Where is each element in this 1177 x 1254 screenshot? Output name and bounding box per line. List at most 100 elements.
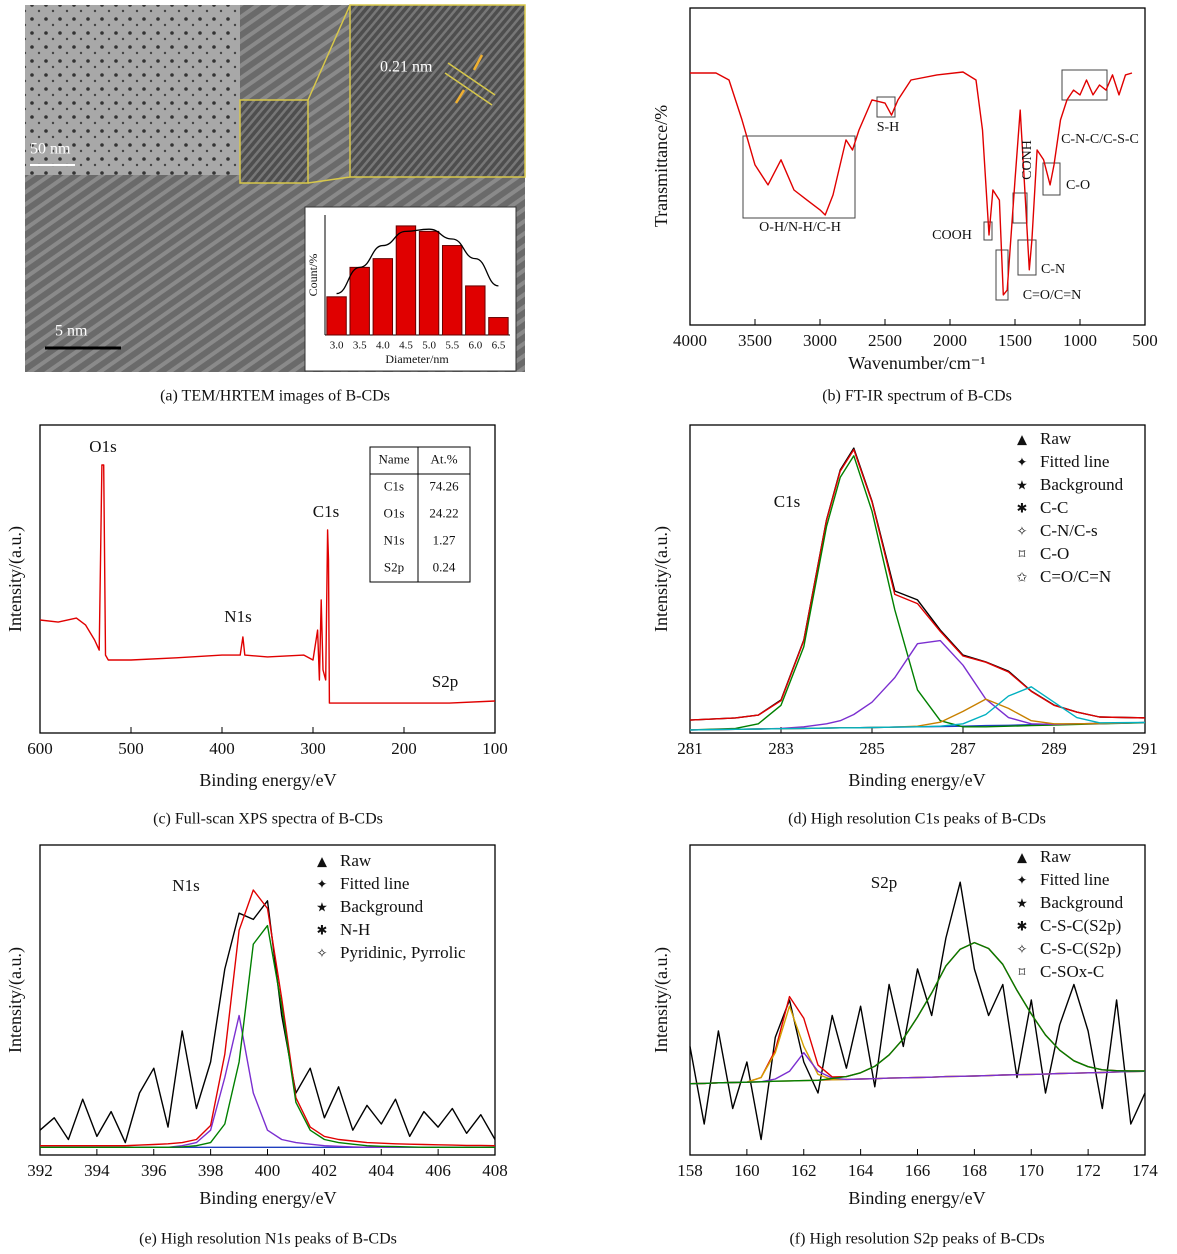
x-axis-label: Wavenumber/cm⁻¹ [848,353,985,373]
legend-label: Raw [1040,429,1072,448]
annotation: C=O/C=N [1023,288,1082,303]
bar [465,285,486,336]
series-line [690,71,1133,296]
x-axis-label: Binding energy/eV [848,770,985,790]
x-tick-label: 174 [1132,1161,1158,1180]
legend-symbol: ✱ [1017,920,1028,935]
x-axis-label: Binding energy/eV [848,1188,985,1208]
series-line [689,881,1146,1141]
arrow [454,89,466,104]
x-tick-label: 3000 [803,331,837,350]
table-frame [369,446,471,583]
x-tick-label: 4000 [673,331,707,350]
x-tick-label: 291 [1132,739,1158,758]
legend-label: C-S-C(S2p) [1040,939,1121,958]
legend-label: C-O [1040,544,1069,563]
legend-label: Fitted line [1040,452,1109,471]
x-tick-label: 200 [391,739,417,758]
x-tick-label: 160 [734,1161,760,1180]
x-tick-label: 281 [677,739,703,758]
series-line [40,889,496,1147]
x-tick-label: 398 [198,1161,224,1180]
y-axis-label: Intensity/(a.u.) [651,526,672,632]
legend-symbol: ✱ [317,924,328,939]
x-tick-label: 1500 [998,331,1032,350]
x-axis-label: Diameter/nm [385,352,449,366]
x-tick-label: 392 [27,1161,53,1180]
x-tick-label: 4.5 [399,340,413,352]
zoom-line [307,4,351,101]
legend-symbol: ★ [1016,479,1028,494]
bar [372,258,394,336]
table-header: Name [378,451,409,466]
x-tick-label: 158 [677,1161,703,1180]
plot-frame [39,424,496,734]
annotation: O-H/N-H/C-H [759,220,841,235]
annotation-box [1061,69,1108,101]
legend-symbol: ▲ [1017,433,1027,448]
annotation: N1s [224,607,251,626]
legend-symbol: ⌑ [1019,548,1026,563]
x-tick-label: 400 [255,1161,281,1180]
x-tick-label: 287 [950,739,976,758]
x-tick-label: 5.0 [422,340,436,352]
y-axis-label: Transmittance/% [651,105,671,227]
series-line [689,448,1146,721]
annotation-box [1017,239,1037,276]
annotation: S2p [871,873,897,892]
x-tick-label: 3.5 [353,340,367,352]
series-line [40,924,495,1148]
y-axis-label: Count/% [306,254,320,297]
legend-label: Fitted line [340,874,409,893]
x-tick-label: 402 [312,1161,338,1180]
series-line [689,941,1145,1085]
bar [418,230,440,336]
bar [488,317,509,336]
series-line [689,1052,1146,1085]
x-tick-label: 3500 [738,331,772,350]
annotation-box [1042,162,1061,196]
annotation-box [742,135,856,219]
annotation: N1s [172,876,199,895]
x-tick-label: 4.0 [376,340,390,352]
arrow [472,54,484,71]
series-line [689,686,1146,731]
series-line [39,900,496,1144]
x-tick-label: 168 [962,1161,988,1180]
x-tick-label: 394 [84,1161,110,1180]
legend-symbol: ✱ [1017,502,1028,517]
scale-label: 5 nm [55,323,88,340]
table-cell: 24.22 [429,505,458,520]
caption: (f) High resolution S2p peaks of B-CDs [789,1231,1044,1248]
legend-label: Raw [1040,847,1072,866]
legend-symbol: ✦ [1017,456,1028,471]
annotation: COOH [932,228,972,243]
bar [326,296,347,336]
bar [441,245,463,336]
legend-label: Pyridinic, Pyrrolic [340,943,466,962]
legend-label: Background [340,897,424,916]
x-tick-label: 100 [482,739,508,758]
annotation: O1s [89,437,116,456]
caption: (c) Full-scan XPS spectra of B-CDs [153,811,383,828]
x-tick-label: 3.0 [330,340,344,352]
table-cell: S2p [384,559,404,574]
x-tick-label: 396 [141,1161,167,1180]
hrtem-zoom [349,4,526,178]
legend-symbol: ⌑ [1019,966,1026,981]
y-axis-label: Intensity/(a.u.) [5,526,26,632]
legend-symbol: ✧ [317,947,328,962]
legend-label: N-H [340,920,370,939]
series-line [689,639,1146,731]
x-tick-label: 500 [1132,331,1158,350]
table-cell: 0.24 [433,559,456,574]
bar [349,266,370,336]
table-cell: 74.26 [429,478,459,493]
legend-label: Raw [340,851,372,870]
legend-symbol: ✧ [1017,525,1028,540]
table-cell: O1s [384,505,405,520]
x-axis-label: Binding energy/eV [199,770,336,790]
legend-label: C-S-C(S2p) [1040,916,1121,935]
